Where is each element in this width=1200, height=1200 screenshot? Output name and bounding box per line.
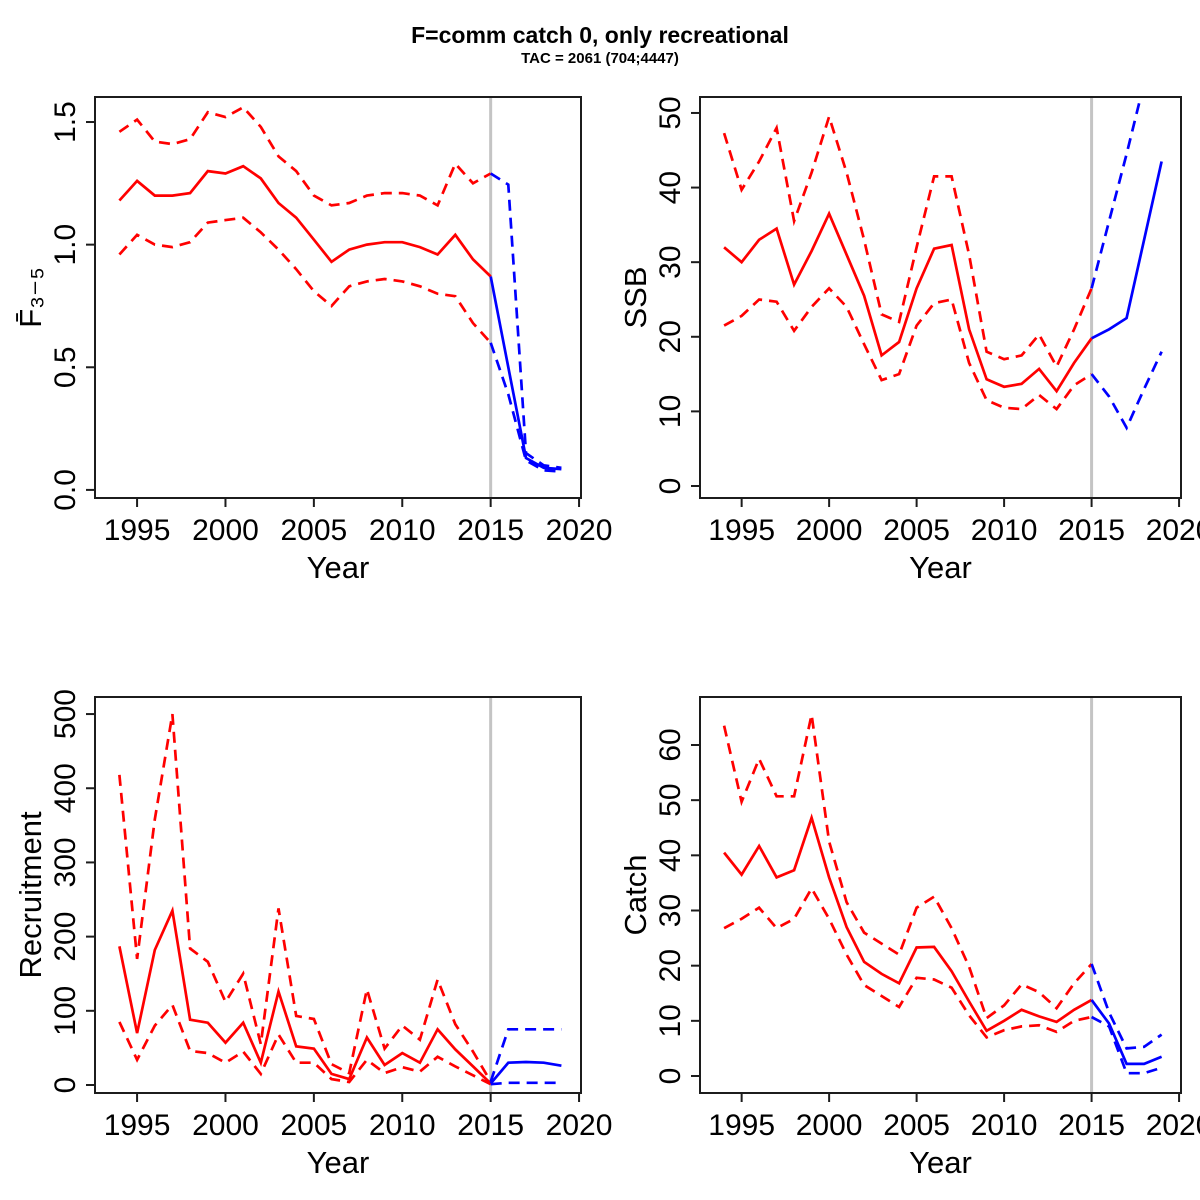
ssb-x-tick-label: 2000 [796, 514, 863, 547]
fbar-historic-upper95-line [118, 105, 492, 208]
catch-historic-median-line [723, 813, 1093, 1033]
fbar-forecast-median-line [489, 276, 562, 471]
ssb-x-tick-label: 2020 [1146, 514, 1200, 547]
ssb-y-tick-label: 30 [654, 245, 687, 278]
figure-subtitle: TAC = 2061 (704;4447) [521, 50, 679, 67]
catch-historic-upper95-line [722, 714, 1093, 1021]
ssb-y-axis-label: SSB [618, 266, 653, 328]
catch-x-tick-label: 2000 [796, 1109, 863, 1142]
recruitment-x-tick-label: 2010 [369, 1109, 436, 1142]
catch-y-axis-label: Catch [618, 855, 653, 936]
fbar-y-axis-label: F̄₃₋₅ [13, 267, 48, 327]
recruitment-plot-frame [94, 696, 582, 1094]
ssb-x-tick-label: 2005 [883, 514, 950, 547]
ssb-historic-lower95-line [723, 286, 1093, 412]
catch-y-tick-label: 60 [654, 728, 687, 761]
ssb-y-tick-label: 20 [654, 320, 687, 353]
recruitment-y-tick-label: 100 [49, 986, 82, 1036]
fbar-x-tick-label: 2005 [280, 514, 347, 547]
ssb-y-tick-label: 50 [654, 96, 687, 129]
recruitment-y-axis-label: Recruitment [13, 811, 48, 978]
figure-title: F=comm catch 0, only recreational [411, 22, 789, 48]
ssb-x-axis-label: Year [909, 550, 972, 585]
recruitment-y-tick-label: 0 [49, 1077, 82, 1094]
fbar-historic-median-line [118, 164, 492, 278]
ssb-forecast-median-line [1090, 161, 1163, 340]
panel-fbar: 1995 2000 2005 2010 2015 2020 0.0 0.5 1.0 1.5 Year… [13, 96, 613, 585]
catch-historic-lower95-line [723, 885, 1092, 1040]
ssb-plot-frame [699, 96, 1182, 499]
fbar-x-tick-label: 2010 [369, 514, 436, 547]
ssb-forecast-lower95-line [1090, 351, 1163, 431]
recruitment-x-tick-label: 2000 [192, 1109, 259, 1142]
ssb-y-tick-label: 40 [654, 171, 687, 204]
recruitment-x-tick-label: 2005 [280, 1109, 347, 1142]
catch-y-tick-label: 20 [654, 949, 687, 982]
recruitment-historic-lower95-line [118, 1002, 492, 1086]
catch-forecast-median-line [1090, 999, 1163, 1066]
ssb-y-tick-label: 10 [654, 395, 687, 428]
fbar-plot-frame [94, 96, 582, 499]
catch-x-tick-label: 1995 [708, 1109, 775, 1142]
catch-y-tick-label: 40 [654, 839, 687, 872]
ssb-historic-median-line [723, 210, 1093, 394]
fbar-x-tick-label: 1995 [104, 514, 171, 547]
fbar-x-tick-label: 2000 [192, 514, 259, 547]
catch-x-axis-label: Year [909, 1145, 972, 1180]
recruitment-y-tick-label: 400 [49, 763, 82, 813]
recruitment-y-tick-label: 300 [49, 837, 82, 887]
catch-y-tick-label: 30 [654, 894, 687, 927]
ssb-x-tick-label: 2010 [971, 514, 1038, 547]
catch-plot-frame [699, 696, 1182, 1094]
fbar-y-tick-label: 0.5 [49, 346, 82, 388]
fbar-forecast-lower95-line [489, 342, 562, 473]
recruitment-forecast-lower95-line [490, 1081, 562, 1086]
catch-forecast-upper95-line [1090, 963, 1163, 1050]
recruitment-x-tick-label: 1995 [104, 1109, 171, 1142]
catch-x-tick-label: 2020 [1146, 1109, 1200, 1142]
ssb-forecast-upper95-line [1090, 96, 1143, 289]
fbar-historic-lower95-line [118, 216, 492, 344]
panel-ssb: 1995 2000 2005 2010 2015 2020 0 10 20 30 40 50 Year S… [618, 96, 1200, 585]
fbar-y-tick-label: 0.0 [49, 469, 82, 511]
recruitment-x-tick-label: 2020 [546, 1109, 613, 1142]
recruitment-historic-upper95-line [118, 713, 492, 1083]
recruitment-x-tick-label: 2015 [457, 1109, 524, 1142]
panel-recruitment: 1995 2000 2005 2010 2015 2020 0 100 200 300 400 500… [13, 689, 612, 1180]
catch-y-tick-label: 0 [654, 1068, 687, 1085]
recruitment-x-axis-label: Year [307, 1145, 370, 1180]
fbar-y-tick-label: 1.5 [49, 101, 82, 143]
fbar-x-tick-label: 2015 [457, 514, 524, 547]
catch-forecast-lower95-line [1090, 1015, 1163, 1075]
catch-x-tick-label: 2015 [1058, 1109, 1125, 1142]
recruitment-historic-median-line [118, 906, 492, 1085]
fbar-forecast-upper95-line [489, 172, 562, 470]
ssb-x-tick-label: 2015 [1058, 514, 1125, 547]
panel-catch: 1995 2000 2005 2010 2015 2020 0 10 20 30 40 50 60 Yea… [618, 696, 1200, 1180]
recruitment-forecast-upper95-line [489, 1027, 562, 1083]
ssb-y-tick-label: 0 [654, 478, 687, 495]
recruitment-forecast-median-line [489, 1060, 562, 1085]
recruitment-y-tick-label: 200 [49, 912, 82, 962]
catch-y-tick-label: 10 [654, 1004, 687, 1037]
fbar-y-tick-label: 1.0 [49, 224, 82, 266]
catch-x-tick-label: 2005 [883, 1109, 950, 1142]
recruitment-y-tick-label: 500 [49, 689, 82, 739]
ssb-x-tick-label: 1995 [708, 514, 775, 547]
catch-y-tick-label: 50 [654, 783, 687, 816]
catch-x-tick-label: 2010 [971, 1109, 1038, 1142]
ssb-historic-upper95-line [722, 112, 1093, 370]
fbar-x-tick-label: 2020 [546, 514, 613, 547]
fbar-x-axis-label: Year [307, 550, 370, 585]
